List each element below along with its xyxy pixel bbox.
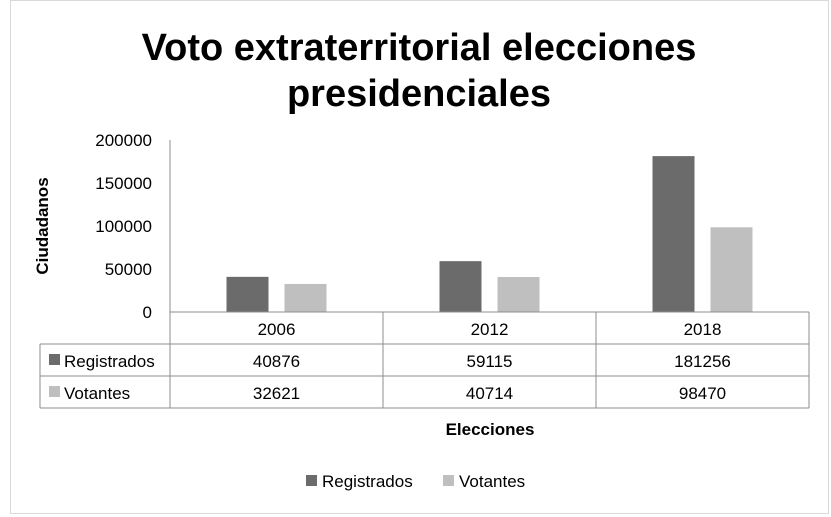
y-tick-label: 200000 [95, 131, 152, 150]
plot-layer: 0 50000 100000 150000 200000 2006 2012 2018 Regi… [39, 131, 810, 491]
bar-votantes-2006 [284, 283, 327, 312]
legend-key-registrados [306, 475, 317, 486]
y-tick-label: 0 [143, 303, 152, 322]
y-tick-label: 50000 [105, 260, 152, 279]
chart-title-line-1: Voto extraterritorial elecciones [142, 27, 697, 69]
table-value-cell: 59115 [466, 352, 512, 371]
legend-key-votantes [443, 475, 454, 486]
y-tick-label: 100000 [95, 217, 152, 236]
table-series-name: Votantes [64, 384, 130, 403]
bar-registrados-2012 [439, 261, 482, 312]
table-value-cell: 98470 [679, 384, 726, 403]
bar-votantes-2018 [710, 227, 753, 312]
y-tick-label: 150000 [95, 174, 152, 193]
table-value-cell: 40714 [466, 384, 513, 403]
table-value-cell: 32621 [253, 384, 300, 403]
chart-title-line-2: presidenciales [287, 73, 551, 115]
y-axis-title: Ciudadanos [33, 177, 52, 274]
legend-label: Registrados [322, 472, 413, 491]
category-label: 2018 [684, 320, 722, 339]
bar-votantes-2012 [497, 276, 540, 312]
x-axis-title: Elecciones [446, 420, 535, 439]
bar-registrados-2006 [226, 276, 269, 312]
table-legend-key-votantes [49, 386, 60, 397]
category-label: 2006 [258, 320, 296, 339]
table-value-cell: 181256 [674, 352, 731, 371]
table-legend-key-registrados [49, 354, 60, 365]
bar-registrados-2018 [652, 156, 695, 312]
legend-label: Votantes [459, 472, 525, 491]
table-series-name: Registrados [64, 352, 155, 371]
category-label: 2012 [471, 320, 509, 339]
table-value-cell: 40876 [253, 352, 300, 371]
